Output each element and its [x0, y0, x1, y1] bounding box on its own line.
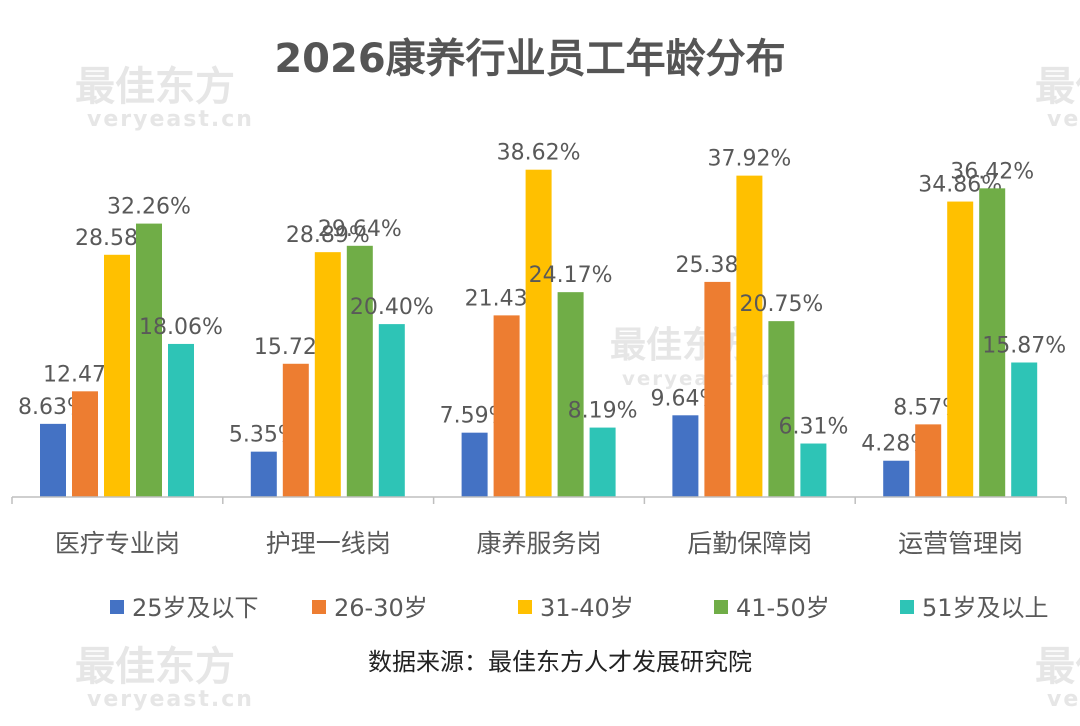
- bar: [800, 443, 827, 497]
- category-label: 后勤保障岗: [687, 529, 812, 558]
- bars-layer: 8.63%12.47%28.58%32.26%18.06%5.35%15.72%…: [18, 141, 1066, 498]
- bar: [557, 292, 584, 497]
- bar: [461, 432, 488, 497]
- data-label: 37.92%: [707, 147, 791, 172]
- bar: [915, 424, 942, 497]
- bar: [768, 321, 795, 497]
- watermark-domain: veryeast.cn: [87, 687, 254, 712]
- bar: [736, 175, 763, 498]
- source-note: 数据来源：最佳东方人才发展研究院: [368, 648, 752, 676]
- bar: [72, 391, 98, 497]
- data-label: 6.31%: [778, 415, 848, 440]
- legend-label: 41-50岁: [736, 594, 830, 622]
- legend-swatch: [312, 600, 326, 614]
- legend-swatch: [714, 600, 728, 614]
- watermark-brand: 最佳东方: [1035, 64, 1080, 110]
- data-label: 36.42%: [950, 159, 1034, 184]
- legend-label: 51岁及以上: [922, 594, 1049, 622]
- data-label: 20.40%: [350, 295, 434, 320]
- data-label: 8.19%: [568, 399, 638, 424]
- data-label: 20.75%: [739, 292, 823, 317]
- chart-title: 2026康养行业员工年龄分布: [274, 36, 785, 82]
- category-label: 医疗专业岗: [55, 529, 180, 558]
- data-label: 29.64%: [318, 217, 402, 242]
- category-label: 护理一线岗: [266, 529, 391, 558]
- x-axis-ticks: [11, 497, 1067, 504]
- category-labels: 医疗专业岗 护理一线岗 康养服务岗 后勤保障岗 运营管理岗: [55, 529, 1023, 558]
- bar: [346, 245, 373, 497]
- data-label: 15.87%: [982, 334, 1066, 359]
- bar: [589, 427, 616, 497]
- watermark-brand: 最佳东方: [610, 325, 754, 366]
- bar: [525, 169, 552, 497]
- data-label: 18.06%: [139, 315, 223, 340]
- legend-swatch: [518, 600, 532, 614]
- watermark-domain: veryeast.cn: [87, 107, 254, 132]
- legend-label: 31-40岁: [540, 594, 634, 622]
- data-label: 32.26%: [107, 195, 191, 220]
- bar: [947, 201, 974, 497]
- bar: [672, 415, 699, 497]
- bar: [136, 223, 162, 497]
- watermark-domain: veryeast.cn: [622, 367, 774, 390]
- watermark-domain: veryeast.cn: [1047, 107, 1080, 132]
- legend-swatch: [110, 600, 124, 614]
- bar: [282, 363, 309, 497]
- bar: [104, 254, 130, 497]
- legend-label: 26-30岁: [334, 594, 428, 622]
- bar: [979, 188, 1006, 497]
- watermark-brand: 最佳东方: [75, 644, 235, 690]
- bar: [378, 324, 405, 497]
- bar: [1011, 362, 1038, 497]
- bar: [493, 315, 520, 497]
- legend: 25岁及以下 26-30岁 31-40岁 41-50岁 51岁及以上: [110, 594, 1049, 622]
- bar: [168, 343, 194, 497]
- category-label: 运营管理岗: [898, 529, 1023, 558]
- bar: [250, 451, 277, 497]
- watermark-layer: 最佳东方veryeast.cn最佳东方veryeast.cn最佳东方veryea…: [75, 64, 1080, 712]
- legend-label: 25岁及以下: [132, 594, 259, 622]
- category-label: 康养服务岗: [476, 529, 601, 558]
- bar: [40, 423, 66, 497]
- watermark-domain: veryeast.cn: [1047, 687, 1080, 712]
- bar: [883, 460, 910, 497]
- watermark-brand: 最佳东方: [1035, 644, 1080, 690]
- data-label: 28.89%: [286, 223, 370, 248]
- legend-swatch: [900, 600, 914, 614]
- data-label: 24.17%: [529, 263, 613, 288]
- bar: [704, 281, 731, 497]
- watermark-brand: 最佳东方: [75, 64, 235, 110]
- bar: [314, 252, 341, 497]
- data-label: 38.62%: [497, 141, 581, 166]
